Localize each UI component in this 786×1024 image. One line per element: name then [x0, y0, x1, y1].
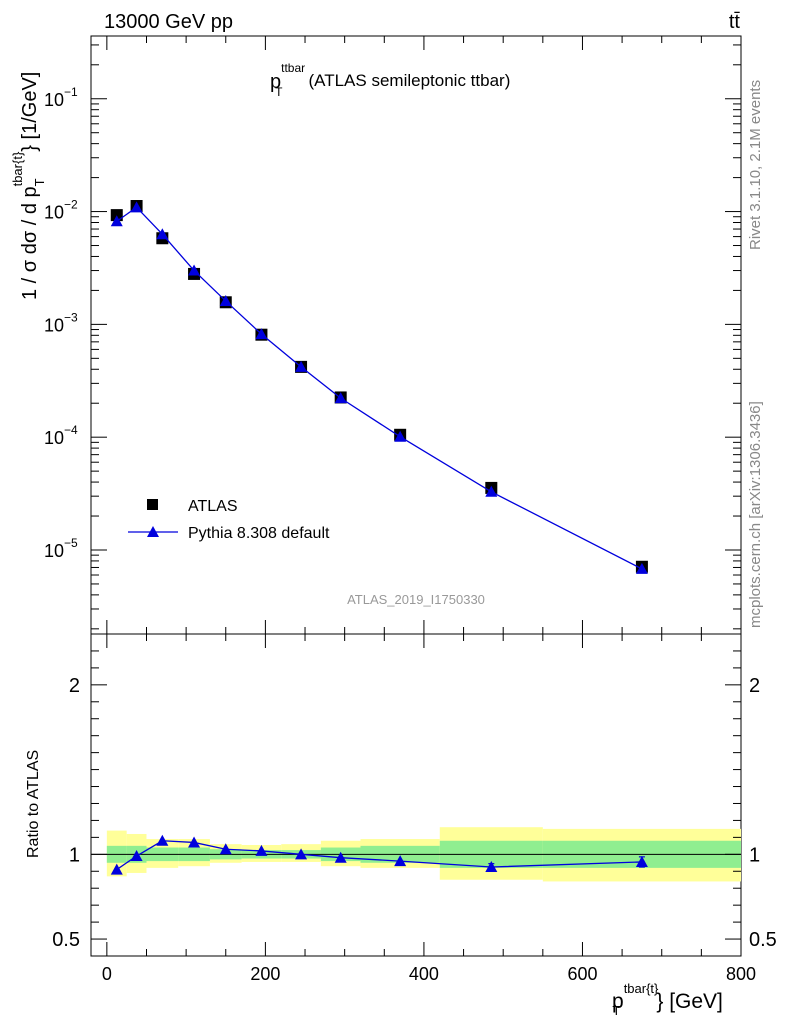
x-axis-label-post: } [GeV]	[656, 990, 723, 1013]
energy-label: 13000 GeV pp	[104, 11, 233, 33]
x-tick-label: 800	[726, 964, 756, 984]
ratio-tick-label-right: 0.5	[749, 929, 777, 951]
legend-marker-atlas	[147, 499, 158, 510]
x-axis-label-sup: tbar{t}	[624, 981, 659, 996]
pythia-point	[255, 328, 268, 340]
y-tick-label-exponent: −2	[64, 198, 78, 212]
pythia-point	[334, 392, 347, 404]
analysis-id: ATLAS_2019_I1750330	[347, 592, 485, 607]
pythia-point	[219, 295, 232, 307]
pythia-ratio-point	[255, 844, 268, 856]
pythia-point	[394, 430, 407, 442]
x-axis-label-sub: T	[612, 1003, 620, 1018]
ratio-tick-label-left: 1	[69, 844, 80, 866]
x-tick-label: 400	[409, 964, 439, 984]
main-panel-frame	[90, 35, 742, 635]
pythia-point	[188, 264, 201, 276]
y-tick-label: 10	[44, 203, 64, 223]
pythia-ratio-point	[188, 836, 201, 848]
x-tick-label: 200	[250, 964, 280, 984]
y-axis-label-post: } [1/GeV]	[19, 72, 41, 152]
ratio-panel-frame	[90, 633, 742, 957]
y-axis-label-sup: tbar{t}	[10, 151, 25, 186]
pythia-point	[295, 360, 308, 372]
ratio-tick-label-left: 2	[69, 675, 80, 697]
x-tick-label: 0	[102, 964, 112, 984]
pythia-point	[156, 228, 169, 240]
pythia-ratio-point	[295, 848, 308, 860]
y-tick-label: 10	[44, 428, 64, 448]
x-tick-label: 600	[567, 964, 597, 984]
y-tick-label-exponent: −4	[64, 423, 78, 437]
legend: ATLAS Pythia 8.308 default	[128, 498, 330, 542]
x-axis-label: ptbar{t} T } [GeV]	[612, 981, 723, 1018]
legend-label-atlas: ATLAS	[188, 498, 238, 515]
pythia-point	[485, 485, 498, 497]
pythia-point	[130, 201, 143, 213]
x-axis-label-main: p	[612, 990, 624, 1013]
legend-marker-pythia	[147, 526, 159, 537]
y-tick-label: 10	[44, 315, 64, 335]
y-tick-label: 10	[44, 541, 64, 561]
pythia-ratio-point	[485, 861, 498, 873]
y-axis-label: 1 / σ dσ / d pTtbar{t}} [1/GeV]	[10, 72, 47, 300]
source-label: mcplots.cern.ch [arXiv:1306.3436]	[747, 401, 764, 628]
pythia-ratio-point	[334, 851, 347, 863]
plot-title-sub: T	[275, 85, 283, 99]
pythia-ratio-point	[219, 843, 232, 855]
ratio-tick-label-left: 0.5	[52, 929, 80, 951]
process-label: tt̄	[729, 11, 741, 33]
y-axis-label-sub: T	[32, 178, 47, 186]
main-marks	[110, 200, 648, 574]
ratio-marks	[110, 834, 648, 875]
y-tick-label-exponent: −5	[64, 536, 78, 550]
pythia-ratio-point	[110, 863, 123, 875]
plot-title: pttbar T (ATLAS semileptonic ttbar)	[270, 61, 510, 99]
pythia-point	[110, 215, 123, 227]
y-tick-label: 10	[44, 90, 64, 110]
pythia-ratio-point	[635, 855, 648, 867]
plot-title-sup: ttbar	[281, 61, 305, 75]
ratio-y-axis-label: Ratio to ATLAS	[25, 750, 42, 858]
plot-title-main: p	[270, 71, 281, 93]
y-axis-label-pre: 1 / σ dσ / d p	[19, 186, 41, 300]
rivet-version-label: Rivet 3.1.10, 2.1M events	[747, 80, 764, 250]
ratio-tick-label-right: 1	[749, 844, 760, 866]
pythia-ratio-point	[394, 855, 407, 867]
atlas-data-point	[110, 209, 123, 222]
ratio-tick-label-right: 2	[749, 675, 760, 697]
plot-title-suffix: (ATLAS semileptonic ttbar)	[308, 71, 510, 90]
pythia-point	[635, 562, 648, 574]
pythia-ratio-point	[130, 850, 143, 862]
y-tick-label-exponent: −1	[64, 85, 78, 99]
y-tick-label-exponent: −3	[64, 310, 78, 324]
pythia-ratio-point	[156, 834, 169, 846]
ratio-bands	[91, 827, 741, 882]
legend-label-pythia: Pythia 8.308 default	[188, 525, 330, 542]
